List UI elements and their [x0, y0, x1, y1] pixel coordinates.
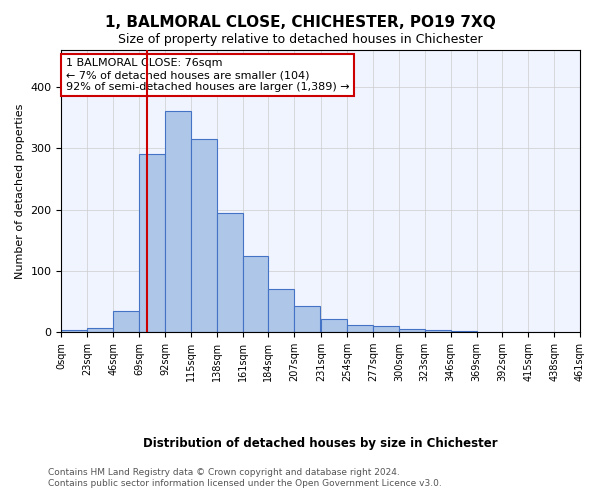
Bar: [451, 331, 476, 332]
Bar: [165, 112, 191, 332]
Bar: [268, 290, 294, 332]
Bar: [399, 329, 425, 332]
Bar: [321, 318, 347, 332]
Text: Contains HM Land Registry data © Crown copyright and database right 2024.
Contai: Contains HM Land Registry data © Crown c…: [48, 468, 442, 487]
Text: 1 BALMORAL CLOSE: 76sqm
← 7% of detached houses are smaller (104)
92% of semi-de: 1 BALMORAL CLOSE: 76sqm ← 7% of detached…: [66, 58, 350, 92]
Bar: [139, 154, 165, 332]
Bar: [373, 326, 399, 332]
X-axis label: Distribution of detached houses by size in Chichester: Distribution of detached houses by size …: [143, 437, 498, 450]
Bar: [347, 326, 373, 332]
Text: Size of property relative to detached houses in Chichester: Size of property relative to detached ho…: [118, 32, 482, 46]
Bar: [113, 310, 139, 332]
Bar: [61, 330, 87, 332]
Bar: [425, 330, 451, 332]
Bar: [294, 306, 320, 332]
Bar: [217, 212, 242, 332]
Bar: [242, 256, 268, 332]
Y-axis label: Number of detached properties: Number of detached properties: [15, 104, 25, 279]
Bar: [191, 139, 217, 332]
Bar: [87, 328, 113, 332]
Text: 1, BALMORAL CLOSE, CHICHESTER, PO19 7XQ: 1, BALMORAL CLOSE, CHICHESTER, PO19 7XQ: [104, 15, 496, 30]
